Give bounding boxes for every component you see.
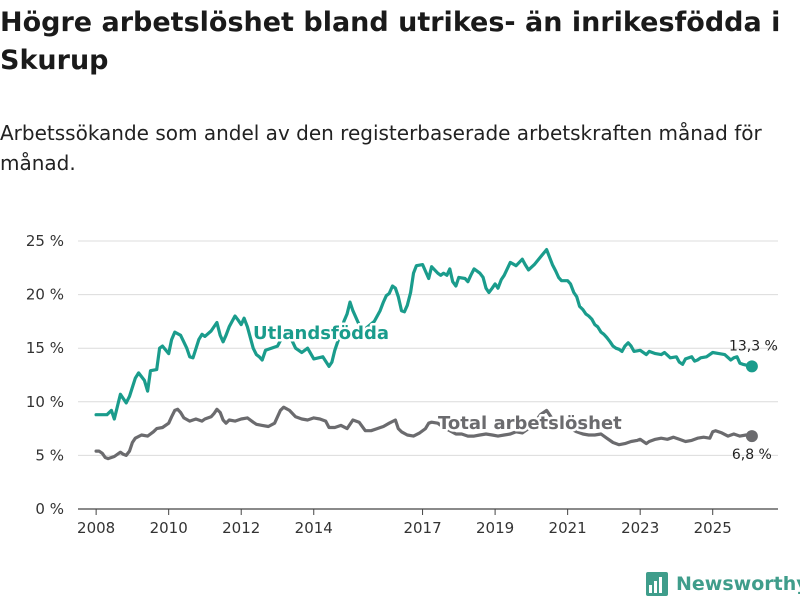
- series-labels: Utlandsfödda Total arbetslöshet 13,3 % 6,8 …: [251, 321, 778, 464]
- end-label-total-arbetsloshet: 6,8 %: [732, 447, 772, 463]
- x-tick-label: 2025: [694, 519, 732, 537]
- chart-subtitle: Arbetssökande som andel av den registerb…: [0, 121, 762, 175]
- x-tick-label: 2014: [295, 519, 333, 537]
- series-label-utlandsfodda: Utlandsfödda: [253, 323, 389, 344]
- end-point-total-arbetsloshet: [745, 430, 758, 443]
- end-point-utlandsfodda: [745, 360, 758, 373]
- y-tick-label: 5 %: [35, 446, 64, 464]
- series-label-total-arbetsloshet: Total arbetslöshet: [438, 413, 622, 434]
- x-tick-label: 2019: [476, 519, 514, 537]
- series-line-total-arbetsloshet: [94, 405, 754, 461]
- newsworthy-logo-icon: [646, 572, 668, 596]
- x-axis: 2008 2010 2012 2014 2017 2019 2021 2023 2025: [77, 509, 732, 537]
- x-tick-label: 2008: [77, 519, 115, 537]
- end-label-utlandsfodda: 13,3 %: [729, 338, 778, 354]
- x-tick-label: 2012: [222, 519, 260, 537]
- series-lines: [94, 248, 758, 461]
- y-tick-label: 15 %: [26, 339, 64, 357]
- y-tick-label: 25 %: [26, 232, 64, 250]
- y-axis-ticks: 0 % 5 % 10 % 15 % 20 % 25 %: [26, 232, 64, 518]
- x-tick-label: 2021: [549, 519, 587, 537]
- grid-lines: [78, 240, 778, 510]
- series-line-utlandsfodda: [94, 248, 754, 421]
- newsworthy-logo[interactable]: Newsworthy: [646, 570, 800, 598]
- x-tick-label: 2023: [621, 519, 659, 537]
- y-tick-label: 20 %: [26, 286, 64, 304]
- x-tick-label: 2017: [403, 519, 441, 537]
- y-tick-label: 10 %: [26, 393, 64, 411]
- chart-title: Högre arbetslöshet bland utrikes- än inr…: [0, 7, 781, 76]
- y-tick-label: 0 %: [35, 500, 64, 518]
- x-tick-label: 2010: [150, 519, 188, 537]
- brand-name: Newsworthy: [676, 573, 800, 595]
